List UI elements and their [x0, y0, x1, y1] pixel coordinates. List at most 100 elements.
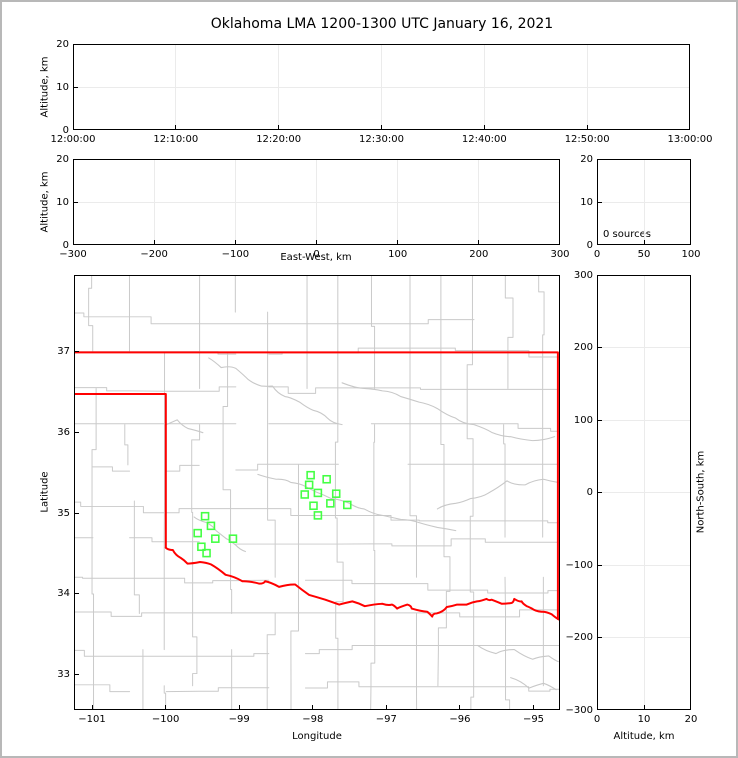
- x-tick-label: 12:50:00: [564, 134, 610, 145]
- y-tick-label: 33: [57, 668, 70, 680]
- y-tick: [598, 201, 602, 203]
- lma-station-marker: [228, 534, 238, 543]
- lma-station-marker: [193, 528, 202, 538]
- y-tick: [75, 512, 79, 514]
- x-tick-label: 20: [684, 714, 698, 725]
- x-tick-label: 12:40:00: [461, 134, 507, 145]
- state-border-north-east: [75, 351, 559, 621]
- y-tick-label: 20: [56, 153, 69, 165]
- gridline: [74, 86, 689, 88]
- y-tick: [74, 86, 78, 88]
- county-line: [538, 276, 545, 687]
- river-line: [436, 478, 559, 510]
- x-tick: [643, 240, 645, 244]
- y-tick: [598, 492, 602, 493]
- y-tick-label: 10: [580, 196, 593, 208]
- county-line: [191, 276, 201, 687]
- river-line: [165, 419, 204, 434]
- y-tick-label: 0: [586, 239, 593, 251]
- x-tick: [175, 125, 177, 129]
- x-tick: [153, 240, 155, 244]
- gridline: [598, 347, 690, 348]
- county-line: [290, 276, 308, 709]
- y-tick-label: 36: [57, 426, 70, 438]
- x-tick: [91, 705, 93, 709]
- x-tick-label: 0: [313, 249, 320, 260]
- plot-title: Oklahoma LMA 1200-1300 UTC January 16, 2…: [210, 16, 554, 32]
- gridline: [598, 492, 690, 493]
- y-tick-label: 20: [56, 38, 69, 50]
- x-tick: [278, 125, 280, 129]
- county-line: [75, 609, 559, 618]
- y-tick: [75, 351, 79, 353]
- ns-panel-xlabel: Altitude, km: [613, 731, 675, 742]
- y-tick-label: 37: [57, 346, 70, 358]
- lma-station-marker: [331, 489, 341, 498]
- lma-station-marker: [211, 534, 220, 543]
- lma-station-marker: [313, 511, 323, 520]
- county-line: [75, 576, 559, 594]
- y-tick: [598, 564, 602, 566]
- x-tick: [238, 705, 240, 709]
- river-line: [257, 473, 457, 532]
- y-tick-label: 20: [580, 153, 593, 165]
- x-tick: [234, 240, 236, 244]
- x-tick-label: −96: [449, 714, 471, 725]
- county-line: [88, 276, 97, 709]
- y-tick: [75, 673, 79, 675]
- x-tick: [483, 125, 485, 129]
- lma-station-marker: [306, 470, 315, 480]
- y-tick-label: 100: [573, 414, 593, 426]
- y-tick: [598, 637, 602, 638]
- x-tick-label: 300: [550, 249, 570, 260]
- x-tick-label: −95: [522, 714, 545, 725]
- y-tick-label: 0: [62, 124, 69, 136]
- x-tick-label: −100: [221, 249, 250, 260]
- lma-station-marker: [200, 511, 210, 521]
- county-line: [75, 644, 559, 657]
- county-line: [503, 276, 514, 709]
- x-tick-label: 10: [637, 714, 651, 725]
- y-tick-label: 10: [56, 81, 69, 93]
- x-tick: [643, 705, 645, 709]
- source-count-annotation: 0 sources: [603, 229, 651, 240]
- lma-station-marker: [326, 499, 335, 508]
- x-tick: [586, 125, 588, 129]
- lma-station-marker: [300, 490, 310, 499]
- y-tick: [74, 201, 78, 203]
- county-line: [370, 276, 376, 709]
- county-line: [75, 386, 559, 394]
- county-line: [163, 351, 167, 709]
- map-panel: [74, 275, 560, 710]
- state-border-red-river: [164, 546, 559, 621]
- county-line: [75, 423, 559, 432]
- county-line: [75, 681, 559, 693]
- river-line: [208, 357, 343, 426]
- x-tick-label: 0: [593, 249, 601, 260]
- x-tick: [385, 705, 387, 709]
- y-tick-label: 35: [57, 507, 70, 519]
- ns-panel-ylabel: North-South, km: [695, 450, 707, 534]
- x-tick-label: 12:00:00: [50, 134, 96, 145]
- x-tick: [397, 240, 399, 244]
- county-line: [75, 537, 559, 547]
- x-tick: [478, 240, 480, 244]
- gridline: [598, 419, 690, 421]
- x-tick-label: 13:00:00: [667, 134, 713, 145]
- county-line: [409, 276, 418, 709]
- river-line: [193, 516, 246, 553]
- county-line: [334, 276, 344, 709]
- x-tick-label: 12:10:00: [153, 134, 199, 145]
- x-tick-label: 100: [388, 249, 408, 260]
- x-tick-label: −300: [59, 249, 87, 260]
- x-tick-label: −98: [302, 714, 324, 725]
- x-tick: [533, 705, 534, 709]
- lma-station-marker: [206, 521, 216, 531]
- river-line: [477, 644, 559, 663]
- county-line: [266, 311, 276, 709]
- y-tick-label: 0: [62, 239, 69, 251]
- x-tick: [165, 705, 167, 709]
- county-line: [437, 276, 451, 687]
- state-border-panhandle: [75, 393, 167, 549]
- x-tick-label: 0: [593, 714, 601, 725]
